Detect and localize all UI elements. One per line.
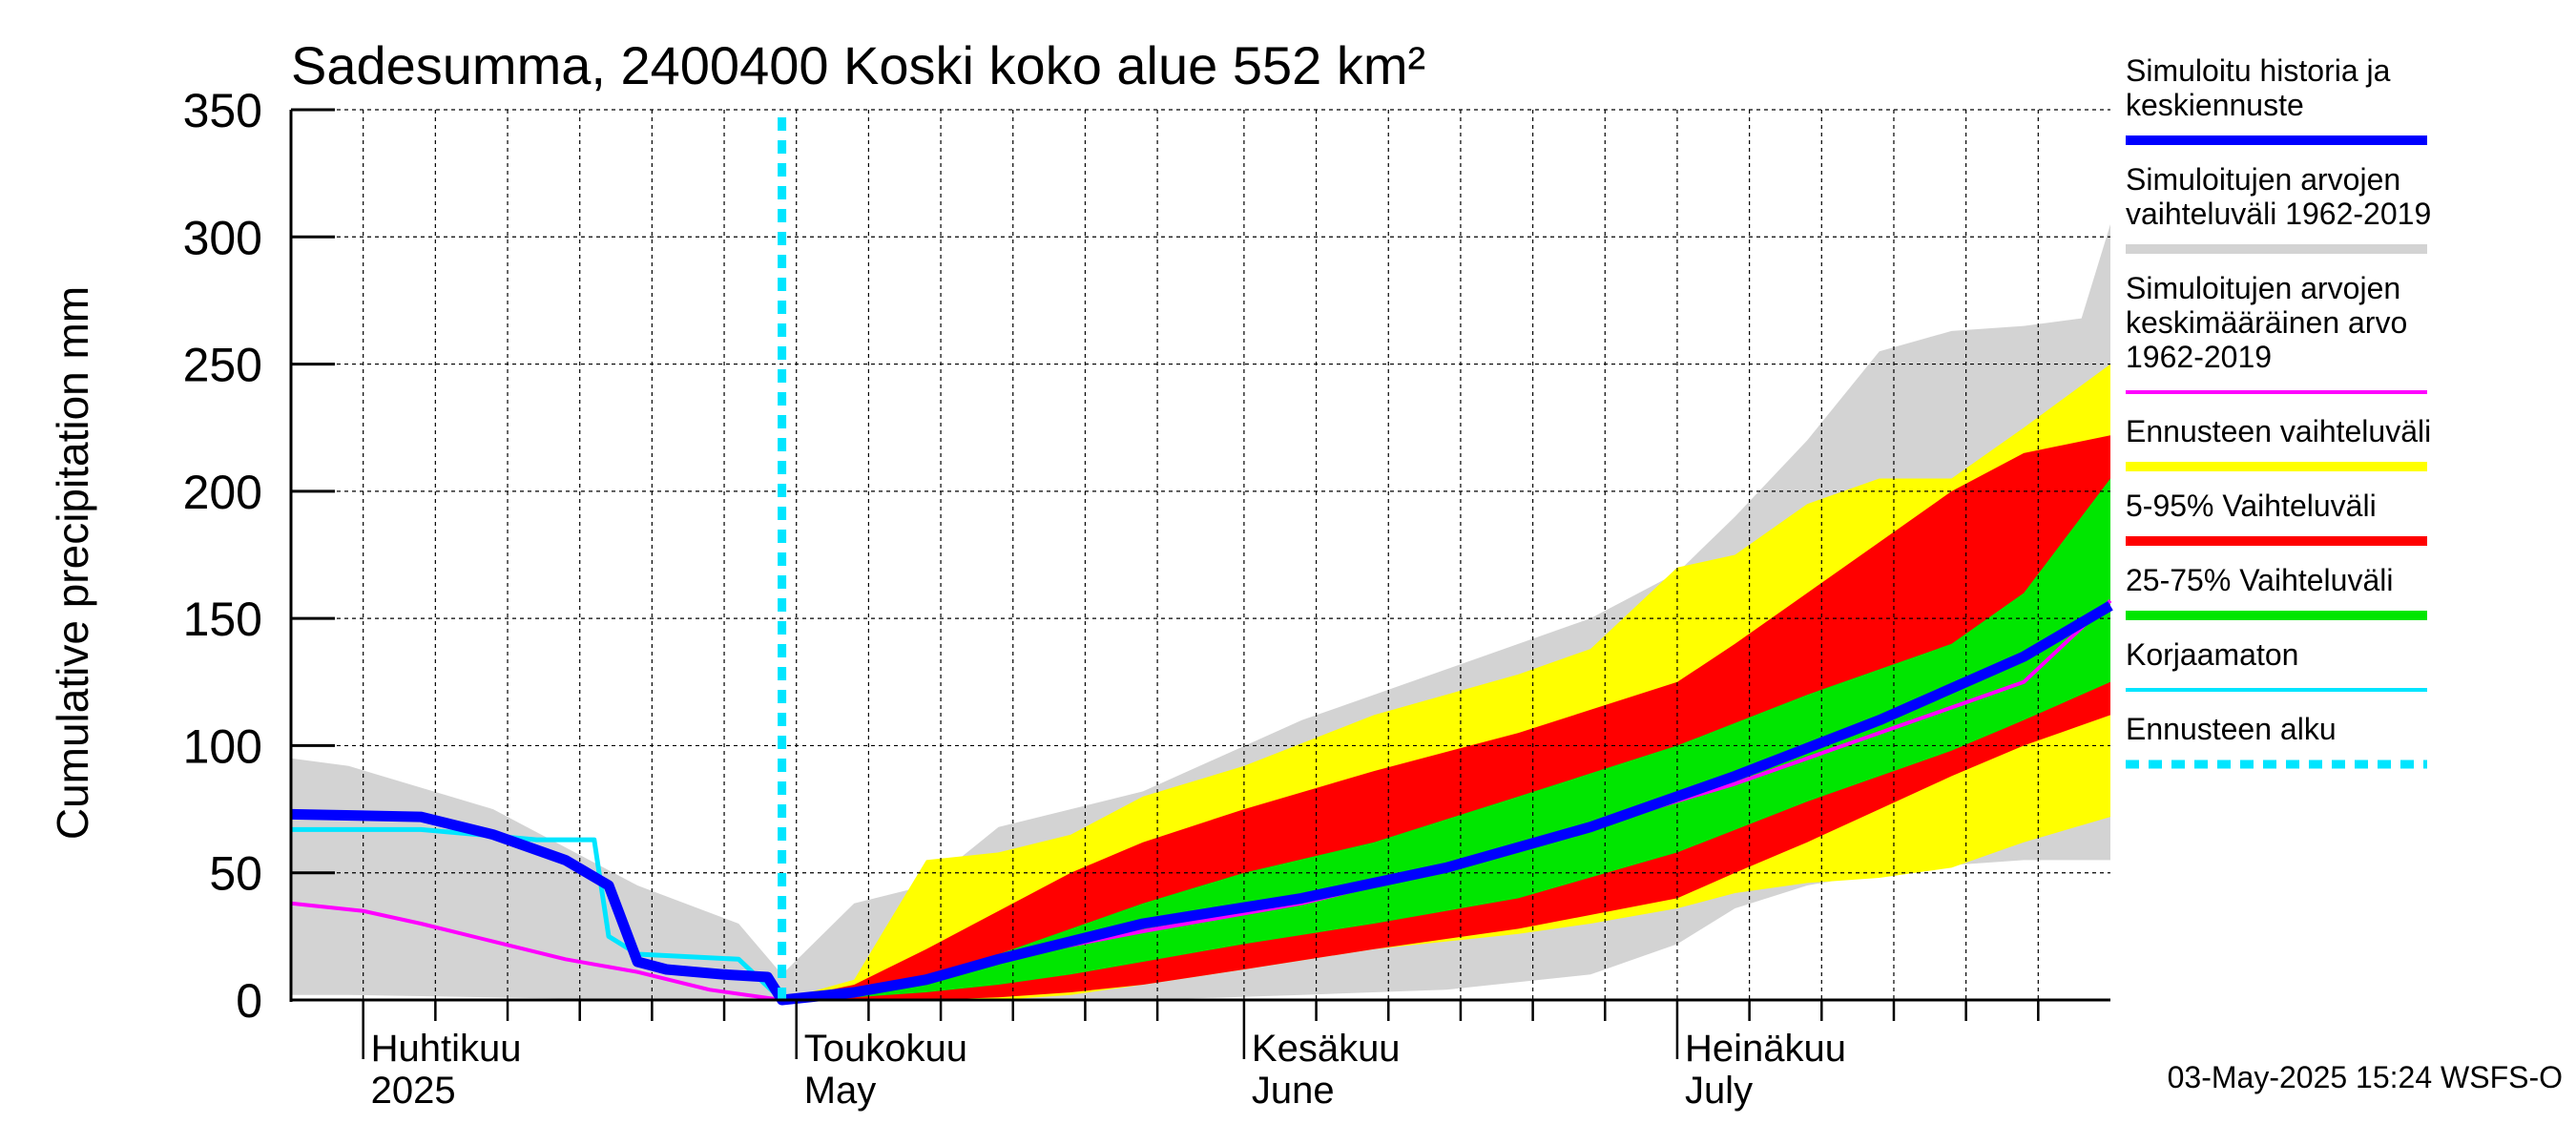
legend-label: 25-75% Vaihteluväli bbox=[2126, 563, 2393, 597]
band-2 bbox=[781, 435, 2110, 1000]
legend-label: Ennusteen vaihteluväli bbox=[2126, 414, 2431, 448]
legend-label: Ennusteen alku bbox=[2126, 712, 2337, 746]
legend-label: 1962-2019 bbox=[2126, 340, 2272, 374]
month-label-en: May bbox=[804, 1070, 877, 1112]
y-tick-label: 200 bbox=[183, 466, 262, 519]
legend-label: Simuloitujen arvojen bbox=[2126, 271, 2400, 305]
month-label-fi: Toukokuu bbox=[804, 1028, 967, 1070]
y-tick-label: 250 bbox=[183, 339, 262, 392]
y-tick-label: 0 bbox=[236, 974, 262, 1028]
legend-label: keskimääräinen arvo bbox=[2126, 305, 2407, 340]
month-label-en: 2025 bbox=[371, 1070, 456, 1112]
y-tick-label: 50 bbox=[209, 847, 262, 901]
legend-label: keskiennuste bbox=[2126, 88, 2304, 122]
y-axis-label: Cumulative precipitation mm bbox=[48, 286, 97, 840]
month-label-fi: Kesäkuu bbox=[1252, 1028, 1401, 1070]
y-tick-label: 100 bbox=[183, 719, 262, 773]
y-tick-label: 350 bbox=[183, 84, 262, 137]
legend-label: 5-95% Vaihteluväli bbox=[2126, 489, 2377, 523]
series-line-1 bbox=[291, 826, 784, 1002]
band-3 bbox=[781, 478, 2110, 1000]
chart-title: Sadesumma, 2400400 Koski koko alue 552 k… bbox=[291, 35, 1425, 95]
month-label-fi: Heinäkuu bbox=[1685, 1028, 1846, 1070]
legend-label: Korjaamaton bbox=[2126, 637, 2298, 672]
timestamp-footer: 03-May-2025 15:24 WSFS-O bbox=[2168, 1060, 2563, 1094]
y-tick-label: 150 bbox=[183, 593, 262, 646]
legend-label: Simuloitujen arvojen bbox=[2126, 162, 2400, 197]
series-line-2 bbox=[290, 601, 2113, 1006]
band-layer bbox=[291, 224, 2110, 1001]
month-label-fi: Huhtikuu bbox=[371, 1028, 522, 1070]
month-label-en: July bbox=[1685, 1070, 1753, 1112]
legend-label: vaihteluväli 1962-2019 bbox=[2126, 197, 2431, 231]
y-tick-label: 300 bbox=[183, 211, 262, 264]
legend-label: Simuloitu historia ja bbox=[2126, 53, 2391, 88]
line-layer bbox=[290, 117, 2113, 1006]
month-label-en: June bbox=[1252, 1070, 1335, 1112]
